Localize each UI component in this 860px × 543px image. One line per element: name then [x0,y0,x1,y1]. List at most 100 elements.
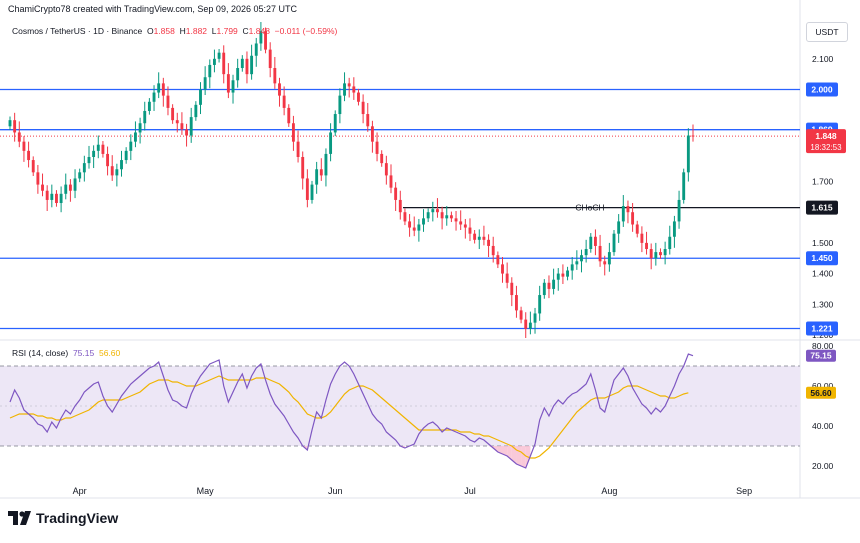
candle-body [649,249,653,259]
candle-body [436,209,439,213]
candle-body [245,58,249,75]
candle-body [352,86,356,93]
candle-body [185,129,188,136]
rsi-value: 75.15 [72,348,95,358]
y-tick-label: 2.100 [812,54,834,64]
candle-body [203,77,207,90]
candle-body [375,141,379,154]
last-price-tag [806,129,846,154]
x-tick-label: Aug [601,486,617,496]
candle-body [426,212,430,219]
candle-body [124,150,128,161]
candle-body [445,215,449,219]
candle-body [635,224,639,234]
candle-body [236,68,240,81]
candle-body [677,199,681,222]
candle-body [347,83,351,87]
candle-body [143,110,147,124]
candle-body [310,184,314,200]
high-value: 1.882 [185,26,208,36]
candle-body [598,245,602,262]
candle-body [561,273,565,277]
candle-body [22,141,26,151]
open-value: 1.858 [153,26,175,36]
candle-body [505,273,509,283]
level-price-tag [806,251,838,266]
candle-body [59,193,63,204]
candle-body [454,218,458,222]
price-legend: Cosmos / TetherUS · 1D · Binance O1.858 … [12,26,337,36]
currency-button[interactable]: USDT [806,22,848,42]
candle-body [333,114,337,133]
x-tick-label: May [197,486,215,496]
candle-body [68,184,72,191]
candle-body [524,319,528,329]
candle-body [603,261,607,265]
candle-body [78,172,82,179]
candle-body [510,282,514,296]
candle-body [384,163,388,176]
rsi-ma-tag-label: 56.60 [810,388,832,398]
candle-body [231,80,235,93]
candle-body [640,233,644,243]
choch-price-label: 1.615 [811,203,833,213]
rsi-y-tick-label: 80.00 [812,341,834,351]
candle-body [463,224,467,228]
candle-body [584,249,588,256]
change-value: −0.011 (−0.59%) [274,26,338,36]
x-tick-label: Apr [73,486,87,496]
rsi-ma-tag [806,386,836,399]
candle-body [570,264,574,271]
rsi-y-tick-label: 60.00 [812,381,834,391]
candle-body [96,144,100,151]
candle-body [222,52,226,75]
candle-body [36,172,40,185]
candle-body [73,178,77,191]
rsi-y-tick-label: 40.00 [812,421,834,431]
level-price-tag [806,82,838,97]
x-tick-label: Sep [736,486,752,496]
candle-body [357,92,360,102]
close-label: C [242,26,249,36]
tradingview-logo[interactable]: TradingView [8,510,118,526]
candle-body [668,236,672,250]
candle-body [459,221,463,225]
candle-body [612,233,616,253]
candle-body [161,83,165,96]
candle-body [487,239,491,246]
level-price-label: 1.450 [811,253,833,263]
candle-body [171,107,175,121]
rsi-oversold-fill [511,446,517,464]
candle-body [566,270,569,277]
candle-body [593,236,597,246]
candle-body [607,252,611,265]
candle-body [315,169,319,185]
candle-body [556,273,560,280]
candle-body [542,282,546,296]
open-label: O [146,26,154,36]
candle-body [305,178,309,200]
candle-body [547,282,551,289]
choch-label: CHoCH [575,203,604,213]
candle-body [110,166,114,176]
tradingview-brand: TradingView [36,510,119,526]
candle-body [361,101,365,115]
candle-body [412,227,416,231]
candle-body [31,160,35,173]
tradingview-icon [8,511,31,525]
candle-body [473,233,477,240]
candle-body [208,64,212,78]
level-price-tag [806,321,838,336]
candle-body [115,169,119,176]
symbol-label: Cosmos / TetherUS · 1D · Binance [12,26,143,36]
y-tick-label: 1.700 [812,177,834,187]
high-label: H [179,26,186,36]
candle-body [394,187,398,200]
candle-body [278,83,281,96]
candle-body [129,141,133,151]
candle-body [175,120,179,124]
candle-body [264,31,267,50]
candle-body [92,150,96,157]
candle-body [324,153,328,176]
